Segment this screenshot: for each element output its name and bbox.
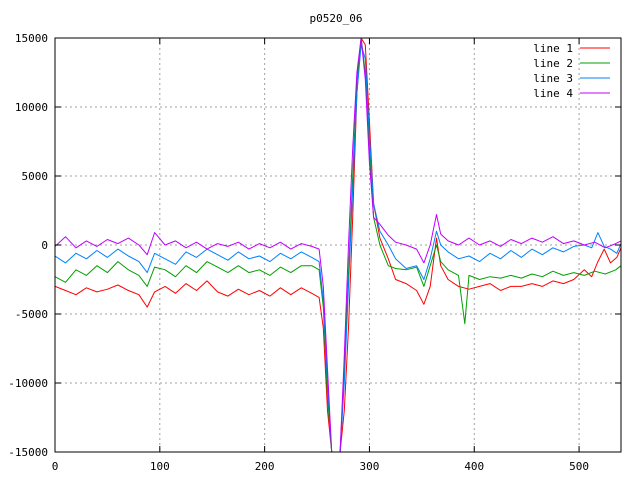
- legend-label-3: line 3: [533, 72, 573, 85]
- legend: line 1 line 2 line 3 line 4: [533, 42, 610, 100]
- series-line-3: [55, 44, 621, 452]
- axis-layer: -15000 -10000 -5000 0 5000 10000 15000 0 100 200 3…: [8, 32, 621, 473]
- y-tick-label: -5000: [15, 308, 48, 321]
- x-tick-label: 200: [255, 460, 275, 473]
- y-tick-label: -15000: [8, 446, 48, 459]
- series-line-1: [55, 38, 621, 452]
- y-tick-label: 15000: [15, 32, 48, 45]
- y-tick-label: -10000: [8, 377, 48, 390]
- x-tick-label: 300: [360, 460, 380, 473]
- series-line-2: [55, 38, 621, 452]
- x-tick-label: 0: [52, 460, 59, 473]
- series-layer: [55, 38, 621, 452]
- legend-label-2: line 2: [533, 57, 573, 70]
- y-tick-label: 0: [41, 239, 48, 252]
- x-tick-label: 500: [569, 460, 589, 473]
- legend-label-1: line 1: [533, 42, 573, 55]
- grid: [55, 38, 621, 452]
- y-tick-label: 10000: [15, 101, 48, 114]
- x-tick-label: 400: [464, 460, 484, 473]
- chart-title: p0520_06: [310, 12, 363, 25]
- series-line-4: [55, 38, 621, 452]
- x-tick-label: 100: [150, 460, 170, 473]
- y-tick-label: 5000: [22, 170, 49, 183]
- legend-label-4: line 4: [533, 87, 573, 100]
